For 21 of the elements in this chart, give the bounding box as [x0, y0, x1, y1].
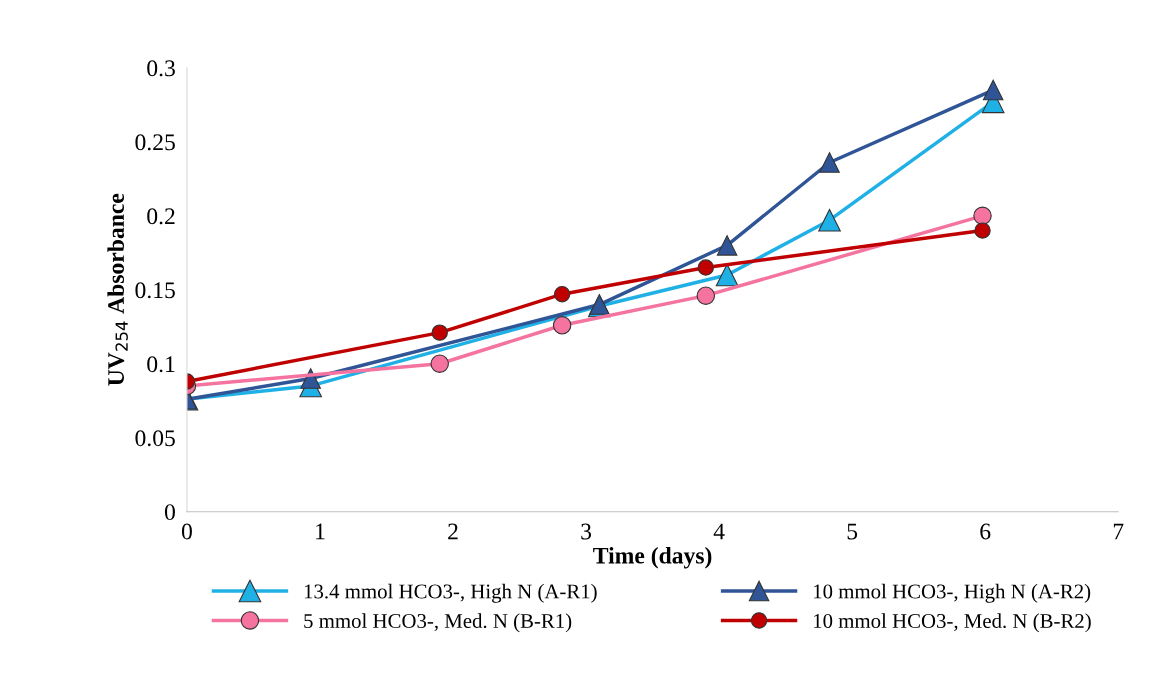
x-tick-label: 5	[847, 523, 858, 540]
x-tick-label: 4	[713, 523, 725, 540]
x-tick-label: 3	[581, 523, 592, 540]
x-tick-label: 6	[980, 523, 991, 540]
legend-label: 5 mmol HCO3-, Med. N (B-R1)	[304, 613, 572, 633]
y-tick-label: 0.1	[147, 356, 175, 373]
legend-label: 10 mmol HCO3-, Med. N (B-R2)	[814, 613, 1091, 633]
y-tick-label: 0.3	[147, 60, 175, 77]
x-axis-title: Time (days)	[593, 547, 712, 569]
legend-label: 13.4 mmol HCO3-, High N (A-R1)	[304, 583, 597, 603]
x-tick-label: 7	[1113, 523, 1124, 540]
y-tick-label: 0	[164, 504, 175, 521]
x-tick-label: 1	[316, 523, 325, 540]
y-tick-label: 0.05	[135, 430, 175, 447]
y-tick-label: 0.15	[135, 282, 175, 299]
y-tick-label: 0.25	[135, 134, 175, 151]
y-axis-title: UV$_{254}$ Absorbance	[107, 193, 128, 386]
x-tick-label: 2	[448, 523, 458, 540]
y-tick-label: 0.2	[147, 208, 175, 225]
x-tick-label: 0	[181, 523, 192, 540]
legend-label: 10 mmol HCO3-, High N (A-R2)	[814, 583, 1091, 603]
